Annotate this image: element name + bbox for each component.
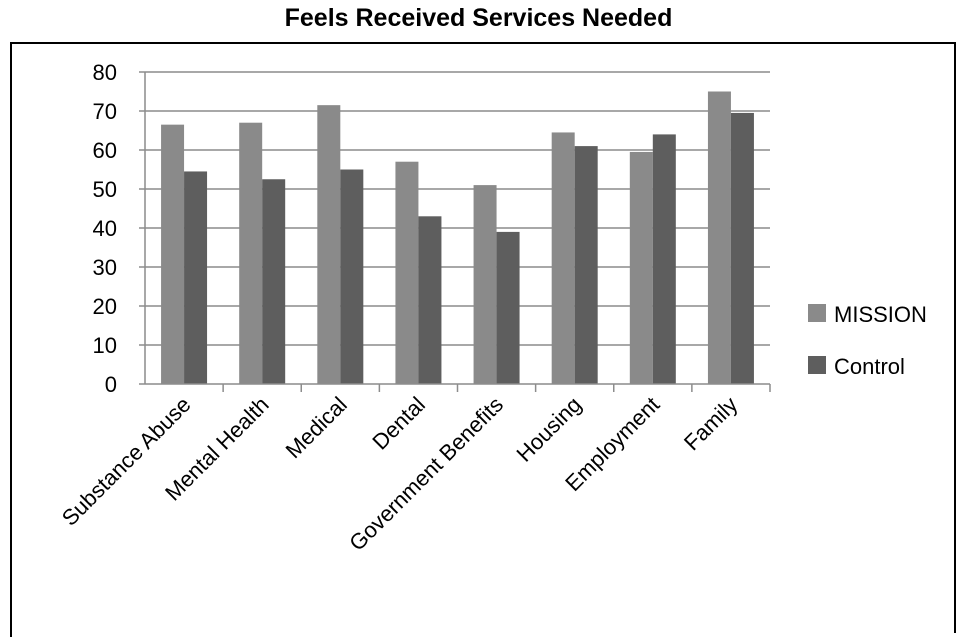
y-tick-labels: 0 10 20 30 40 50 60 70 80 [93,60,117,397]
bar-mission-employment [629,151,653,384]
chart-title: Feels Received Services Needed [284,4,673,32]
bar-control-dental [418,216,442,384]
bar-mission-substance-abuse [161,124,185,385]
y-tick-label: 0 [105,372,117,397]
y-tick-label: 40 [93,216,117,241]
x-tick-label: Housing [511,392,586,467]
bars [161,91,754,385]
bar-control-substance-abuse [184,171,208,384]
legend-swatch-control [808,356,826,374]
legend-label-control: Control [834,354,905,379]
bar-mission-mental-health [239,122,263,384]
bar-mission-medical [317,105,341,385]
x-tick-label: Dental [367,392,430,455]
y-tick-label: 30 [93,255,117,280]
x-tick-label: Government Benefits [344,392,508,556]
bar-control-government-benefits [496,231,520,384]
y-tick-label: 80 [93,60,117,85]
legend-swatch-mission [808,304,826,322]
chart-frame-right-edge [954,42,956,633]
bar-mission-government-benefits [473,185,497,384]
bar-mission-housing [551,132,575,384]
y-tick-label: 70 [93,99,117,124]
bar-mission-dental [395,161,419,384]
x-tick-label: Medical [281,392,352,463]
axes [139,71,771,392]
y-tick-label: 20 [93,294,117,319]
y-tick-label: 60 [93,138,117,163]
legend-label-mission: MISSION [834,302,927,327]
legend: MISSION Control [808,302,927,379]
bar-control-employment [652,134,676,384]
y-tick-label: 10 [93,333,117,358]
bar-control-medical [340,169,364,384]
bar-mission-family [707,91,731,384]
bar-control-housing [574,146,598,384]
bar-control-family [730,112,754,384]
x-tick-label: Substance Abuse [57,392,196,531]
chart-frame [10,42,955,637]
y-tick-label: 50 [93,177,117,202]
gridlines [145,71,770,346]
x-tick-label: Family [679,392,742,455]
bar-control-mental-health [262,179,286,384]
